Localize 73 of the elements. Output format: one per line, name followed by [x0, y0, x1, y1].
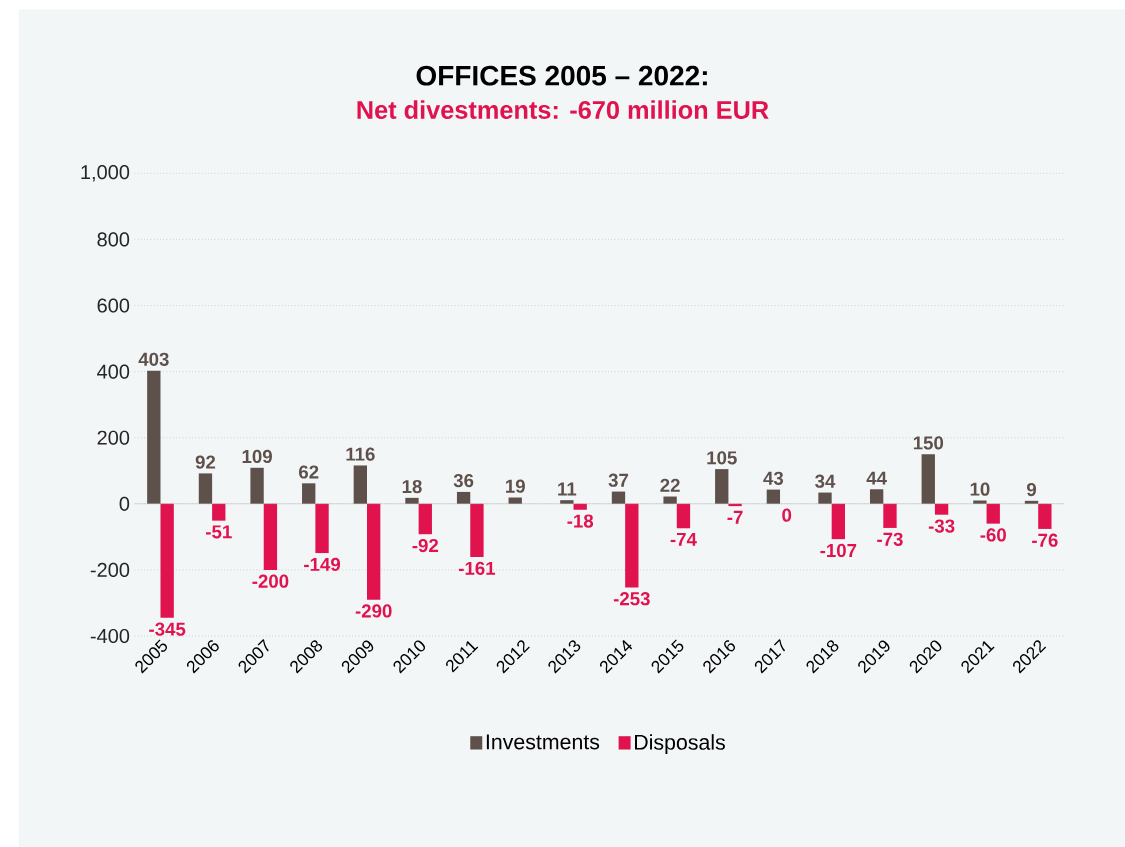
y-tick-label: 1,000 [81, 165, 130, 182]
data-label: 11 [558, 482, 577, 496]
y-tick-label: 800 [97, 232, 130, 247]
data-label: 22 [660, 478, 680, 492]
data-label: 19 [506, 479, 525, 493]
data-label: -51 [206, 525, 232, 539]
data-label: 150 [913, 436, 944, 450]
y-tick-label: -200 [90, 562, 130, 577]
data-label: -149 [304, 557, 341, 571]
data-label: -60 [980, 528, 1006, 542]
bar [353, 465, 367, 504]
bar [1038, 503, 1052, 529]
bar [367, 503, 381, 600]
bar [573, 503, 587, 510]
bar [198, 473, 213, 504]
bar [212, 503, 226, 521]
data-label: -76 [1032, 533, 1058, 547]
data-label: -7 [727, 510, 743, 524]
data-label: 34 [815, 474, 836, 488]
bar [715, 469, 729, 504]
bar [315, 503, 329, 554]
data-label: 0 [782, 508, 792, 522]
data-label: -253 [613, 592, 650, 606]
bar [250, 467, 264, 504]
bar [263, 503, 278, 570]
y-tick-label: 600 [97, 298, 130, 313]
bar [934, 503, 949, 515]
bar [831, 503, 845, 540]
bar [869, 489, 884, 504]
data-label: -18 [567, 514, 594, 528]
data-label: -200 [252, 574, 289, 588]
data-label: -107 [820, 543, 857, 558]
bar [160, 503, 174, 618]
data-label: 43 [763, 471, 784, 485]
data-label: 18 [402, 479, 422, 494]
data-label: 109 [242, 449, 272, 464]
y-tick-label: 200 [97, 430, 130, 445]
data-label: 403 [138, 352, 169, 366]
data-label: -92 [412, 538, 439, 553]
legend-label: Investments [486, 734, 600, 750]
data-label: 9 [1026, 482, 1037, 497]
data-label: -161 [458, 561, 496, 575]
data-label: 44 [866, 471, 887, 485]
bar [456, 491, 471, 504]
bar [921, 454, 935, 504]
y-tick-label: 0 [119, 496, 130, 511]
data-label: -33 [928, 519, 955, 533]
legend-label: Disposals [635, 734, 725, 755]
data-label: -345 [149, 622, 186, 636]
bar [418, 503, 432, 535]
bar [470, 503, 484, 558]
data-label: 37 [608, 473, 629, 487]
data-label: -74 [670, 532, 697, 546]
bar [883, 503, 897, 528]
bar [818, 492, 832, 504]
data-label: 62 [299, 465, 319, 479]
bar [302, 483, 316, 504]
bar [625, 503, 639, 588]
chart-subtitle: Net divestments: -670 million EUR [357, 100, 769, 119]
data-label: 10 [970, 482, 990, 496]
y-tick-label: -400 [90, 628, 130, 644]
y-tick-label: 400 [97, 364, 130, 379]
bar [986, 503, 1000, 524]
data-label: 92 [195, 455, 216, 469]
data-label: 36 [453, 473, 474, 488]
data-label: -73 [877, 532, 903, 546]
chart-title: OFFICES 2005 – 2022: [416, 65, 707, 86]
data-label: -290 [355, 604, 392, 618]
bar [147, 370, 161, 504]
bar [728, 503, 742, 507]
data-label: 105 [707, 451, 737, 465]
bar [676, 503, 691, 529]
data-label: 116 [346, 447, 375, 461]
